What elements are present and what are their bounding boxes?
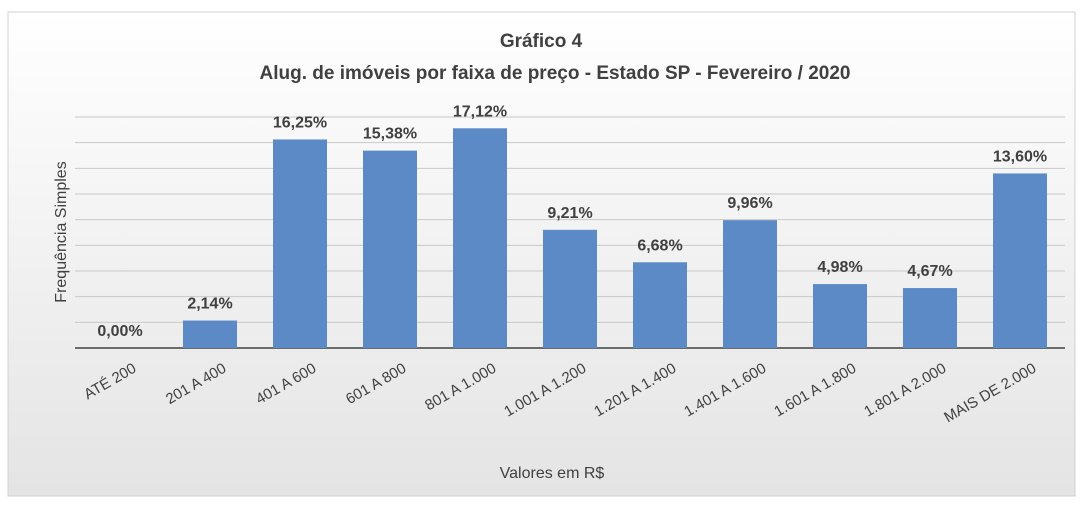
bar [363, 150, 417, 348]
data-label: 17,12% [453, 103, 507, 120]
bar [273, 139, 327, 348]
data-label: 2,14% [187, 296, 232, 313]
bar [903, 288, 957, 348]
y-axis-label: Frequência Simples [53, 161, 70, 302]
bar [813, 284, 867, 348]
x-axis-label: Valores em R$ [500, 465, 605, 482]
bar [723, 220, 777, 348]
bar [633, 262, 687, 348]
data-label: 9,21% [547, 205, 592, 222]
data-label: 16,25% [273, 114, 327, 131]
chart-background [7, 11, 1076, 497]
data-label: 4,98% [817, 259, 862, 276]
data-label: 13,60% [993, 148, 1047, 165]
data-label: 9,96% [727, 195, 772, 212]
bar [543, 229, 597, 348]
bar [453, 128, 507, 348]
data-label: 4,67% [907, 263, 952, 280]
data-label: 6,68% [637, 237, 682, 254]
bar [993, 173, 1047, 348]
data-label: 0,00% [97, 323, 142, 340]
data-label: 15,38% [363, 126, 417, 143]
chart-subtitle: Alug. de imóveis por faixa de preço - Es… [260, 63, 851, 84]
chart-title: Gráfico 4 [500, 31, 583, 52]
bar [183, 320, 237, 348]
